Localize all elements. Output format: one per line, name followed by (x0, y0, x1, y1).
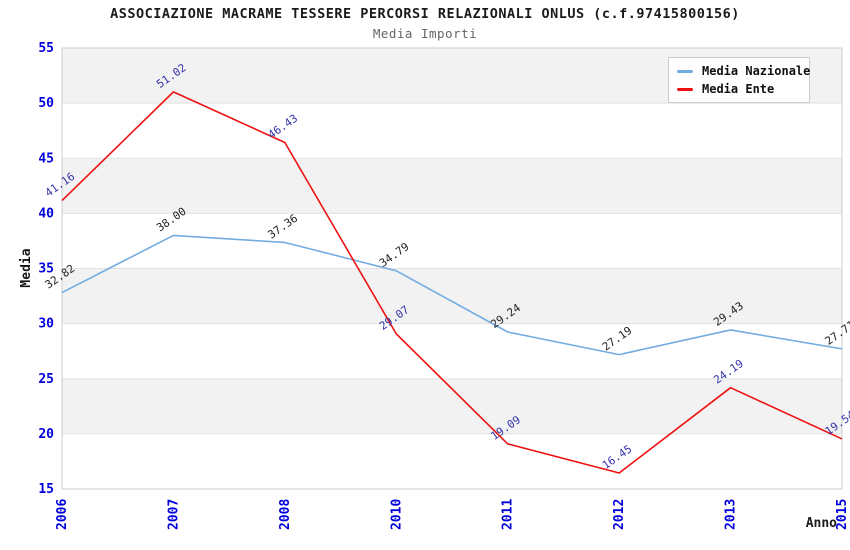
x-tick-label: 2011 (501, 499, 516, 530)
y-tick-label: 50 (38, 96, 54, 111)
y-tick-label: 20 (38, 427, 54, 442)
x-axis-title: Anno (806, 516, 837, 531)
legend: Media Nazionale Media Ente (668, 57, 810, 103)
series-line-media-ente (61, 91, 843, 474)
x-tick-label: 2006 (55, 499, 70, 530)
series-line-media-nazionale (61, 234, 843, 356)
legend-label-media-nazionale: Media Nazionale (702, 64, 811, 78)
legend-label-media-ente: Media Ente (702, 82, 775, 96)
x-axis-ticks: 2006 2007 2008 2010 2011 2012 2013 2015 (55, 499, 850, 530)
media-ente-line-swatch (677, 87, 693, 91)
plot-band (62, 158, 842, 214)
y-tick-label: 25 (38, 372, 54, 387)
plot-border (61, 47, 843, 490)
chart-subtitle: Media Importi (372, 26, 478, 41)
x-tick-label: 2007 (166, 499, 181, 530)
point-label: 37.36 (266, 212, 301, 242)
legend-item-media-ente: Media Ente (677, 82, 801, 96)
x-tick-label: 2012 (612, 499, 627, 530)
y-axis-ticks: 15 20 25 30 35 40 45 50 55 (38, 41, 54, 497)
x-tick-label: 2008 (278, 499, 293, 530)
series-lines (61, 91, 843, 474)
x-tick-label: 2010 (389, 499, 404, 530)
y-tick-label: 55 (38, 41, 54, 56)
media-nazionale-line-swatch (677, 69, 693, 73)
point-label: 46.43 (266, 112, 301, 142)
x-tick-label: 2015 (835, 499, 850, 530)
y-tick-label: 30 (38, 317, 54, 332)
legend-item-media-nazionale: Media Nazionale (677, 64, 810, 78)
y-tick-label: 15 (38, 482, 54, 497)
y-tick-label: 35 (38, 262, 54, 277)
point-label: 27.19 (600, 324, 635, 354)
y-axis-title: Media (19, 248, 34, 287)
x-tick-label: 2013 (724, 499, 739, 530)
y-tick-label: 45 (38, 151, 54, 166)
y-tick-label: 40 (38, 206, 54, 221)
plot-band (62, 268, 842, 324)
point-label: 16.45 (600, 442, 635, 472)
plot-band (62, 378, 842, 434)
point-label: 34.79 (377, 240, 412, 270)
chart-title: ASSOCIAZIONE MACRAME TESSERE PERCORSI RE… (110, 6, 740, 22)
